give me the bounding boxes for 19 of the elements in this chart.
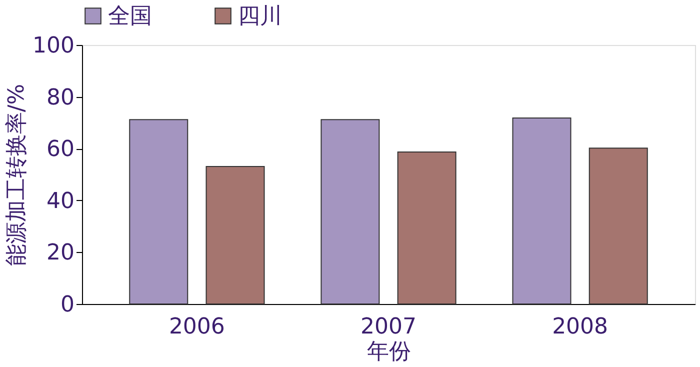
y-tick-label: 60 xyxy=(46,137,74,162)
y-axis-title: 能源加工转换率/% xyxy=(4,84,30,266)
bar xyxy=(320,119,380,304)
legend-label: 全国 xyxy=(108,4,152,29)
x-axis-title: 年份 xyxy=(367,340,411,364)
y-tick-label: 100 xyxy=(32,34,74,58)
x-tick-label: 2006 xyxy=(168,314,225,340)
bar xyxy=(129,119,188,304)
legend-label: 四川 xyxy=(238,4,282,29)
bar xyxy=(397,151,456,304)
bar xyxy=(512,118,572,304)
y-tick-label: 20 xyxy=(46,240,74,266)
bar xyxy=(206,166,265,304)
y-tick-label: 80 xyxy=(46,85,74,110)
bar xyxy=(588,148,648,304)
y-tick-label: 40 xyxy=(46,188,74,214)
y-tick-label: 0 xyxy=(60,292,74,318)
x-tick-label: 2007 xyxy=(360,314,416,340)
x-tick-label: 2008 xyxy=(552,314,608,340)
